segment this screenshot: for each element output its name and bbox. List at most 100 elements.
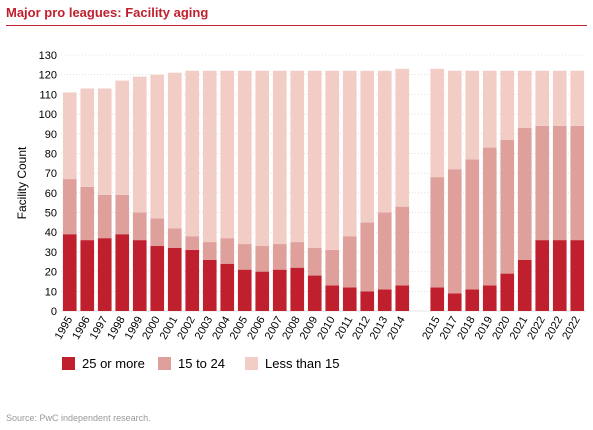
y-tick-label: 40: [45, 227, 57, 239]
bar-15-to-24: [202, 242, 217, 260]
bar-15-to-24: [447, 169, 462, 294]
bar-25-or-more: [150, 246, 165, 311]
bar-25-or-more: [342, 287, 357, 311]
y-tick-label: 60: [45, 188, 57, 200]
y-tick-label: 110: [39, 89, 57, 101]
bar-less-than-15: [62, 92, 77, 180]
bar-15-to-24: [482, 147, 497, 286]
bar-15-to-24: [325, 249, 340, 286]
bar-25-or-more: [500, 273, 515, 311]
bar-25-or-more: [290, 267, 305, 311]
bar-less-than-15: [115, 80, 130, 195]
y-tick-label: 20: [45, 267, 57, 279]
bar-25-or-more: [465, 289, 480, 311]
title-rule: [6, 25, 587, 26]
bar-25-or-more: [482, 285, 497, 311]
y-tick-label: 70: [45, 168, 57, 180]
bar-15-to-24: [272, 244, 287, 270]
bar-15-to-24: [307, 247, 322, 276]
bar-less-than-15: [290, 70, 305, 243]
bar-25-or-more: [132, 240, 147, 311]
bar-25-or-more: [360, 291, 375, 311]
bar-15-to-24: [342, 236, 357, 288]
bar-less-than-15: [360, 70, 375, 223]
y-tick-label: 90: [45, 129, 57, 141]
bar-25-or-more: [535, 240, 550, 311]
bar-25-or-more: [167, 247, 182, 311]
bar-less-than-15: [307, 70, 322, 248]
bar-15-to-24: [255, 246, 270, 272]
bar-25-or-more: [80, 240, 95, 311]
bar-15-to-24: [377, 212, 392, 290]
x-tick-label: 2014: [385, 315, 408, 342]
bar-15-to-24: [237, 244, 252, 270]
bar-less-than-15: [447, 70, 462, 170]
bar-less-than-15: [482, 70, 497, 148]
bar-less-than-15: [500, 70, 515, 140]
bar-25-or-more: [97, 238, 112, 311]
x-tick-label: 2010: [315, 315, 338, 342]
bar-less-than-15: [377, 70, 392, 213]
bar-15-to-24: [290, 242, 305, 268]
bar-25-or-more: [325, 285, 340, 311]
bar-25-or-more: [255, 271, 270, 311]
y-tick-label: 100: [39, 109, 57, 121]
legend-swatch: [62, 357, 75, 370]
bar-25-or-more: [272, 269, 287, 311]
bar-15-to-24: [132, 212, 147, 241]
stacked-bar-chart: 0 10 20 30 40 50 60 70 80 90 100 110 120 130 Facility …: [15, 50, 586, 371]
x-tick-label: 2022: [560, 315, 583, 342]
bar-less-than-15: [202, 70, 217, 243]
bar-15-to-24: [220, 238, 235, 264]
bar-25-or-more: [570, 240, 585, 311]
y-tick-label: 80: [45, 148, 57, 160]
legend-label: 15 to 24: [178, 356, 225, 371]
bar-less-than-15: [237, 70, 252, 245]
bar-less-than-15: [342, 70, 357, 237]
y-axis-label: Facility Count: [15, 146, 29, 219]
bar-less-than-15: [325, 70, 340, 250]
y-tick-label: 130: [39, 50, 57, 62]
bar-25-or-more: [220, 263, 235, 311]
bar-15-to-24: [500, 139, 515, 274]
bar-15-to-24: [360, 222, 375, 292]
bar-25-or-more: [395, 285, 410, 311]
bar-less-than-15: [570, 70, 585, 126]
bar-less-than-15: [220, 70, 235, 239]
bar-25-or-more: [115, 234, 130, 311]
bar-25-or-more: [237, 269, 252, 311]
bar-15-to-24: [97, 194, 112, 239]
bar-less-than-15: [132, 76, 147, 213]
bar-less-than-15: [185, 70, 200, 237]
bar-15-to-24: [430, 177, 445, 288]
bar-less-than-15: [150, 74, 165, 219]
bar-25-or-more: [202, 259, 217, 311]
legend-swatch: [245, 357, 258, 370]
legend-swatch: [158, 357, 171, 370]
bar-less-than-15: [97, 88, 112, 195]
bar-less-than-15: [80, 88, 95, 187]
bar-25-or-more: [447, 293, 462, 311]
y-tick-label: 120: [39, 70, 57, 82]
legend-label: 25 or more: [82, 356, 145, 371]
bar-25-or-more: [430, 287, 445, 311]
y-tick-label: 30: [45, 247, 57, 259]
bar-25-or-more: [517, 259, 532, 311]
y-tick-label: 50: [45, 208, 57, 220]
bar-less-than-15: [255, 70, 270, 247]
bar-less-than-15: [552, 70, 567, 126]
bar-less-than-15: [272, 70, 287, 245]
bar-15-to-24: [80, 186, 95, 241]
bar-less-than-15: [167, 72, 182, 229]
bar-15-to-24: [167, 228, 182, 248]
bar-25-or-more: [377, 289, 392, 311]
y-tick-label: 10: [45, 286, 57, 298]
bar-25-or-more: [552, 240, 567, 311]
bar-15-to-24: [115, 194, 130, 235]
bar-15-to-24: [62, 179, 77, 235]
bar-15-to-24: [395, 206, 410, 286]
legend-label: Less than 15: [265, 356, 339, 371]
bar-less-than-15: [517, 70, 532, 128]
bar-less-than-15: [465, 70, 480, 160]
bar-15-to-24: [517, 127, 532, 260]
